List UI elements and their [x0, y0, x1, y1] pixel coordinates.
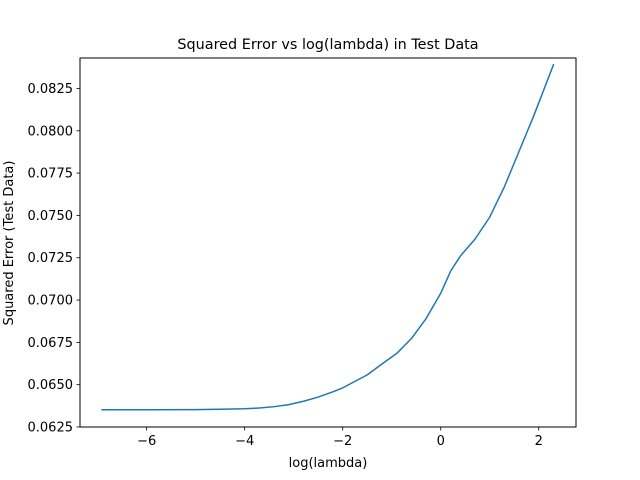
x-tick-label: 2: [535, 434, 543, 449]
x-axis-label: log(lambda): [289, 456, 368, 471]
y-tick-label: 0.0750: [28, 209, 74, 224]
y-tick-label: 0.0625: [28, 421, 74, 436]
y-axis-label: Squared Error (Test Data): [2, 161, 17, 326]
chart-title: Squared Error vs log(lambda) in Test Dat…: [177, 37, 478, 53]
x-tick-label: −4: [235, 434, 254, 449]
plot-area: −6 −4 −2 0 2 0.0625 0.0650 0.0675 0.0700 0.0725 0.…: [28, 57, 577, 449]
x-tick-label: −6: [137, 434, 156, 449]
x-tick-label: −2: [333, 434, 352, 449]
y-tick-label: 0.0650: [28, 378, 74, 393]
y-tick-label: 0.0775: [28, 167, 74, 182]
plot-frame: [79, 57, 577, 428]
y-tick-label: 0.0700: [28, 294, 74, 309]
y-tick-label: 0.0825: [28, 82, 74, 97]
series-line-0: [101, 63, 555, 411]
y-tick-label: 0.0675: [28, 336, 74, 351]
y-tick-label: 0.0800: [28, 124, 74, 139]
y-tick-label: 0.0725: [28, 251, 74, 266]
x-tick-label: 0: [437, 434, 445, 449]
